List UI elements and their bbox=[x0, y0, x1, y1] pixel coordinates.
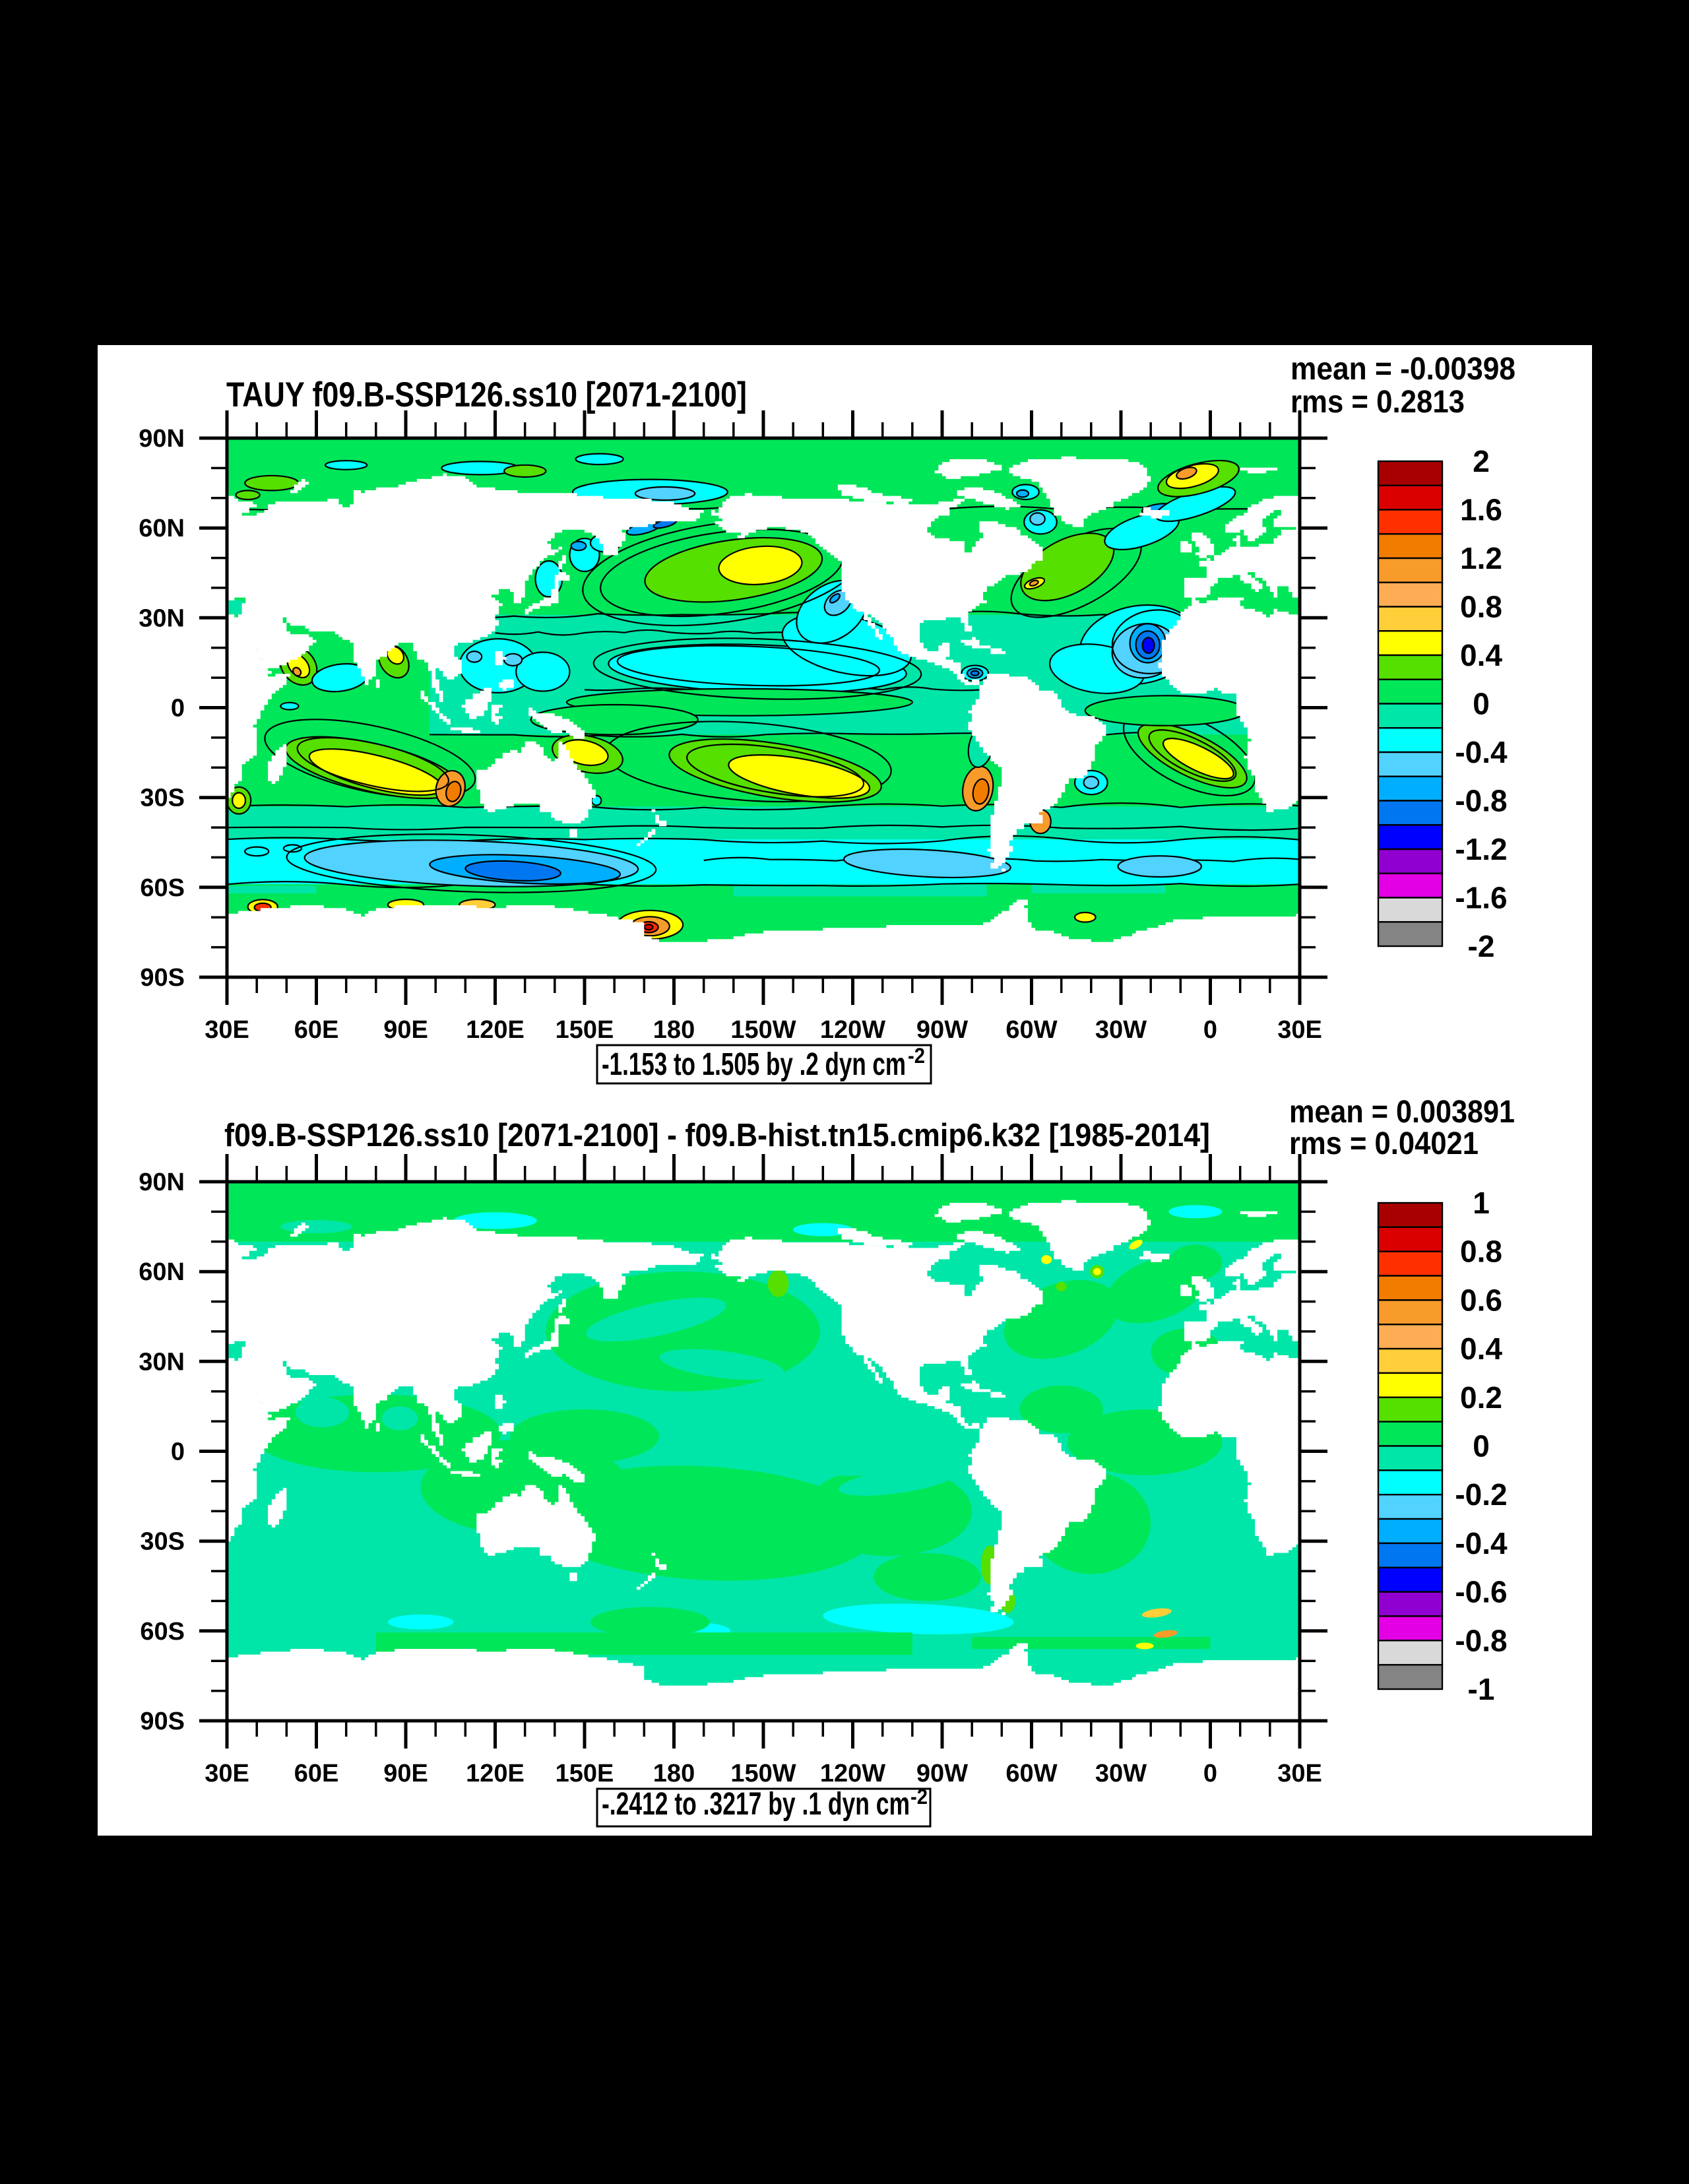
svg-text:150W: 150W bbox=[730, 1016, 796, 1044]
svg-text:90N: 90N bbox=[139, 425, 185, 453]
svg-text:TAUY f09.B-SSP126.ss10 [2071-2: TAUY f09.B-SSP126.ss10 [2071-2100] bbox=[226, 375, 747, 414]
svg-text:1: 1 bbox=[1473, 1186, 1490, 1220]
svg-text:30E: 30E bbox=[205, 1760, 249, 1787]
svg-text:-1.153 to 1.505 by .2 dyn cm: -1.153 to 1.505 by .2 dyn cm bbox=[602, 1047, 906, 1082]
svg-text:180: 180 bbox=[653, 1760, 695, 1787]
svg-text:-2: -2 bbox=[910, 1785, 928, 1809]
svg-text:0: 0 bbox=[171, 695, 185, 723]
svg-text:60S: 60S bbox=[140, 1618, 185, 1646]
svg-text:120W: 120W bbox=[820, 1016, 885, 1044]
svg-text:60W: 60W bbox=[1005, 1016, 1057, 1044]
svg-text:30E: 30E bbox=[1277, 1016, 1322, 1044]
svg-text:-0.8: -0.8 bbox=[1455, 784, 1507, 818]
svg-text:0: 0 bbox=[1473, 687, 1490, 721]
svg-text:mean = 0.003891: mean = 0.003891 bbox=[1289, 1095, 1515, 1130]
svg-text:30W: 30W bbox=[1095, 1760, 1147, 1787]
svg-text:90E: 90E bbox=[383, 1760, 428, 1787]
svg-text:-2: -2 bbox=[1468, 929, 1495, 963]
svg-text:mean = -0.00398: mean = -0.00398 bbox=[1291, 352, 1515, 387]
svg-text:60N: 60N bbox=[139, 515, 185, 542]
svg-text:60E: 60E bbox=[294, 1016, 339, 1044]
svg-text:0.2: 0.2 bbox=[1460, 1380, 1502, 1415]
svg-text:90E: 90E bbox=[383, 1016, 428, 1044]
svg-text:-0.8: -0.8 bbox=[1455, 1623, 1507, 1657]
svg-text:0.8: 0.8 bbox=[1460, 590, 1502, 624]
svg-text:0.4: 0.4 bbox=[1460, 1332, 1502, 1366]
svg-text:150W: 150W bbox=[730, 1760, 796, 1787]
svg-text:-0.6: -0.6 bbox=[1455, 1575, 1507, 1609]
svg-text:30N: 30N bbox=[139, 604, 185, 632]
svg-text:1.6: 1.6 bbox=[1460, 493, 1502, 527]
svg-text:30N: 30N bbox=[139, 1348, 185, 1376]
svg-text:180: 180 bbox=[653, 1016, 695, 1044]
svg-text:0.6: 0.6 bbox=[1460, 1283, 1502, 1317]
svg-text:-1: -1 bbox=[1468, 1672, 1495, 1706]
svg-text:rms = 0.2813: rms = 0.2813 bbox=[1291, 385, 1465, 420]
svg-text:0: 0 bbox=[171, 1438, 185, 1466]
svg-text:0.4: 0.4 bbox=[1460, 638, 1502, 672]
svg-text:30E: 30E bbox=[1277, 1760, 1322, 1787]
svg-text:-0.2: -0.2 bbox=[1455, 1477, 1507, 1512]
svg-text:150E: 150E bbox=[556, 1760, 614, 1787]
svg-text:90W: 90W bbox=[916, 1016, 968, 1044]
svg-text:0.8: 0.8 bbox=[1460, 1235, 1502, 1269]
svg-text:60W: 60W bbox=[1005, 1760, 1057, 1787]
svg-text:-0.4: -0.4 bbox=[1455, 735, 1508, 769]
svg-text:rms = 0.04021: rms = 0.04021 bbox=[1289, 1126, 1479, 1161]
svg-text:90W: 90W bbox=[916, 1760, 968, 1787]
svg-text:60E: 60E bbox=[294, 1760, 339, 1787]
svg-text:-.2412 to .3217 by .1 dyn cm: -.2412 to .3217 by .1 dyn cm bbox=[602, 1787, 910, 1822]
svg-text:90S: 90S bbox=[140, 964, 185, 992]
svg-text:-1.2: -1.2 bbox=[1455, 832, 1507, 866]
svg-text:1.2: 1.2 bbox=[1460, 541, 1502, 575]
svg-text:30W: 30W bbox=[1095, 1016, 1147, 1044]
svg-text:90N: 90N bbox=[139, 1169, 185, 1196]
svg-text:120E: 120E bbox=[466, 1016, 525, 1044]
svg-text:-2: -2 bbox=[908, 1044, 925, 1068]
svg-text:60S: 60S bbox=[140, 874, 185, 902]
svg-text:-1.6: -1.6 bbox=[1455, 881, 1507, 915]
svg-text:0: 0 bbox=[1203, 1760, 1217, 1787]
svg-text:2: 2 bbox=[1473, 444, 1490, 478]
svg-text:-0.4: -0.4 bbox=[1455, 1526, 1508, 1560]
svg-text:0: 0 bbox=[1203, 1016, 1217, 1044]
svg-text:60N: 60N bbox=[139, 1258, 185, 1286]
svg-text:90S: 90S bbox=[140, 1708, 185, 1735]
svg-text:0: 0 bbox=[1473, 1429, 1490, 1463]
svg-text:120E: 120E bbox=[466, 1760, 525, 1787]
svg-text:150E: 150E bbox=[556, 1016, 614, 1044]
svg-text:30S: 30S bbox=[140, 1528, 185, 1556]
svg-text:120W: 120W bbox=[820, 1760, 885, 1787]
svg-text:30S: 30S bbox=[140, 785, 185, 812]
svg-text:f09.B-SSP126.ss10 [2071-2100]: f09.B-SSP126.ss10 [2071-2100] - f09.B-hi… bbox=[224, 1118, 1210, 1153]
svg-text:30E: 30E bbox=[205, 1016, 249, 1044]
